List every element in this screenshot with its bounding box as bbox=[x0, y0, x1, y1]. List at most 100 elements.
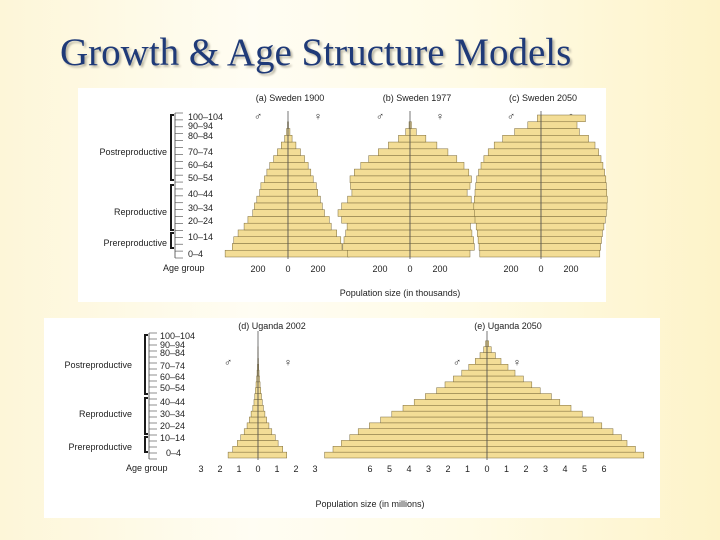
female-bar bbox=[257, 428, 273, 435]
male-bar bbox=[256, 195, 289, 204]
female-bar bbox=[486, 352, 496, 359]
male-bar bbox=[474, 358, 488, 365]
female-bar bbox=[287, 141, 297, 150]
x-tick-label: 1 bbox=[274, 464, 279, 474]
male-bar bbox=[254, 202, 289, 210]
population-millions-label: Population size (in millions) bbox=[315, 499, 424, 509]
male-bar bbox=[284, 135, 289, 143]
male-bar bbox=[240, 434, 259, 441]
female-bar bbox=[409, 209, 480, 217]
bracket-label-postreproductive: Postreproductive bbox=[99, 147, 167, 157]
male-bar bbox=[474, 216, 542, 224]
female-bar bbox=[257, 387, 262, 394]
female-bar bbox=[409, 249, 471, 258]
age-tick-label: 0–4 bbox=[188, 249, 203, 259]
female-bar bbox=[287, 189, 319, 197]
female-bar bbox=[287, 148, 301, 156]
male-symbol: ♂ bbox=[453, 357, 461, 369]
x-tick-label: 200 bbox=[503, 264, 518, 274]
female-bar bbox=[486, 451, 645, 459]
male-bar bbox=[476, 175, 542, 183]
female-bar bbox=[486, 422, 603, 429]
female-bar bbox=[287, 229, 337, 237]
pyramid-chart: (d) Uganda 2002 ♂ ♀ 3 2 1 0 1 2 3 bbox=[198, 321, 317, 474]
female-bar bbox=[486, 399, 561, 406]
female-bar bbox=[486, 440, 628, 447]
bracket-reproductive bbox=[144, 397, 148, 435]
x-tick-label: 200 bbox=[310, 264, 325, 274]
male-bar bbox=[527, 121, 542, 129]
female-bar bbox=[486, 375, 524, 383]
female-bar bbox=[409, 195, 472, 204]
x-tick-label: 0 bbox=[538, 264, 543, 274]
female-bar bbox=[540, 236, 602, 244]
x-tick-label: 1 bbox=[465, 464, 470, 474]
female-bar bbox=[409, 155, 458, 163]
male-bar bbox=[398, 135, 411, 143]
age-tick-label: 90–94 bbox=[188, 121, 213, 131]
male-bar bbox=[474, 195, 542, 204]
male-bar bbox=[341, 440, 488, 447]
male-bar bbox=[349, 175, 411, 183]
male-bar bbox=[461, 369, 488, 377]
male-bar bbox=[479, 249, 542, 258]
male-bar bbox=[475, 222, 542, 231]
chart-title: (c) Sweden 2050 bbox=[509, 93, 577, 103]
population-thousands-label: Population size (in thousands) bbox=[340, 288, 461, 298]
female-bar bbox=[540, 216, 606, 224]
male-bar bbox=[341, 202, 411, 210]
chart-title: (e) Uganda 2050 bbox=[474, 321, 542, 331]
male-bar bbox=[360, 162, 411, 170]
male-bar bbox=[502, 135, 542, 143]
male-bar bbox=[277, 148, 289, 156]
male-bar bbox=[349, 434, 488, 441]
male-symbol: ♂ bbox=[507, 111, 515, 123]
female-bar bbox=[540, 182, 607, 190]
male-bar bbox=[368, 155, 411, 163]
age-tick-label: 60–64 bbox=[188, 160, 213, 170]
bracket-label-prereproductive: Prereproductive bbox=[68, 442, 132, 452]
bracket-label-reproductive: Reproductive bbox=[79, 409, 132, 419]
female-bar bbox=[257, 446, 283, 453]
male-symbol: ♂ bbox=[254, 111, 262, 123]
female-bar bbox=[540, 195, 608, 204]
male-bar bbox=[413, 399, 488, 406]
x-tick-label: 2 bbox=[523, 464, 528, 474]
male-bar bbox=[405, 128, 411, 136]
bracket-reproductive bbox=[170, 184, 174, 231]
slide-title: Growth & Age Structure Models bbox=[60, 31, 572, 74]
male-bar bbox=[227, 451, 259, 459]
age-tick-label: 70–74 bbox=[188, 147, 213, 157]
x-tick-label: 4 bbox=[562, 464, 567, 474]
female-bar bbox=[540, 229, 603, 237]
male-bar bbox=[444, 381, 488, 388]
female-bar bbox=[257, 405, 264, 412]
x-tick-label: 2 bbox=[217, 464, 222, 474]
male-bar bbox=[468, 364, 488, 371]
female-bar bbox=[409, 236, 474, 244]
male-bar bbox=[249, 416, 259, 424]
female-bar bbox=[486, 446, 636, 453]
female-bar bbox=[486, 410, 583, 418]
male-bar bbox=[343, 236, 411, 244]
female-bar bbox=[409, 162, 465, 170]
bracket-prereproductive bbox=[144, 436, 148, 453]
female-bar bbox=[257, 393, 262, 400]
female-bar bbox=[287, 209, 325, 217]
x-tick-label: 200 bbox=[250, 264, 265, 274]
age-tick-label: 10–14 bbox=[188, 232, 213, 242]
female-bar bbox=[486, 358, 502, 365]
pyramid-chart: (a) Sweden 1900 ♂ ♀ 200 0 200 bbox=[224, 93, 350, 274]
male-bar bbox=[264, 175, 289, 183]
female-bar bbox=[409, 216, 477, 224]
age-tick-label: 90–94 bbox=[160, 340, 185, 350]
female-bar bbox=[540, 114, 586, 123]
female-bar bbox=[540, 202, 608, 210]
age-group-label: Age group bbox=[163, 263, 205, 273]
female-bar bbox=[409, 175, 472, 183]
female-bar bbox=[540, 128, 580, 136]
chart-title: (d) Uganda 2002 bbox=[238, 321, 306, 331]
male-bar bbox=[483, 346, 488, 353]
age-tick-label: 50–54 bbox=[188, 173, 213, 183]
